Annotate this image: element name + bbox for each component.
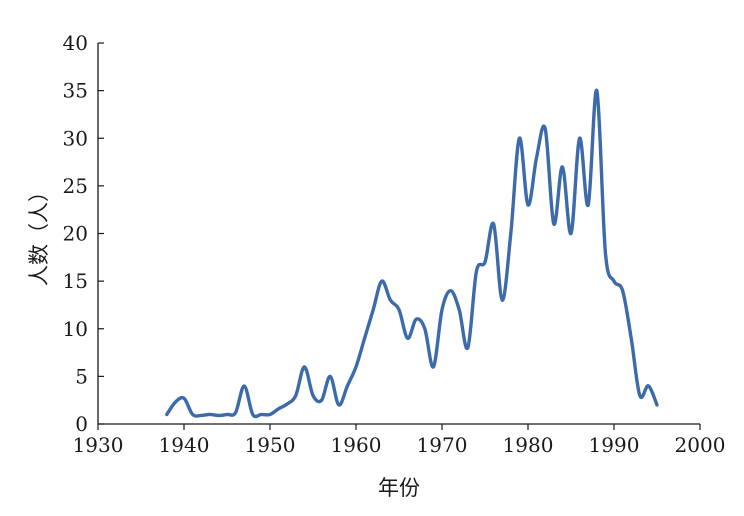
- series-layer: [165, 88, 659, 419]
- y-tick-label: 25: [63, 174, 88, 198]
- x-tick-label: 1940: [159, 433, 210, 457]
- x-tick-label: 1980: [503, 433, 554, 457]
- x-axis-title: 年份: [378, 476, 420, 500]
- y-tick-label: 35: [63, 79, 88, 103]
- x-tick-label: 2000: [675, 433, 726, 457]
- y-tick-label: 40: [63, 31, 88, 55]
- axes: [97, 43, 700, 425]
- ticks: 0 5 10 15 20 25 30 35 40 1930 1940 1950 1960 1970 1980…: [63, 31, 726, 457]
- x-tick-label: 1990: [589, 433, 640, 457]
- x-tick-label: 1970: [417, 433, 468, 457]
- series-line: [165, 88, 659, 419]
- y-axis-title: 人数（人）: [27, 181, 51, 286]
- y-tick-label: 20: [63, 222, 88, 246]
- y-tick-label: 15: [63, 269, 88, 293]
- x-tick-label: 1960: [331, 433, 382, 457]
- y-tick-label: 30: [63, 126, 88, 150]
- x-tick-label: 1930: [73, 433, 124, 457]
- y-tick-label: 10: [63, 317, 88, 341]
- y-tick-label: 0: [75, 412, 88, 436]
- y-tick-label: 5: [75, 364, 88, 388]
- x-tick-label: 1950: [245, 433, 296, 457]
